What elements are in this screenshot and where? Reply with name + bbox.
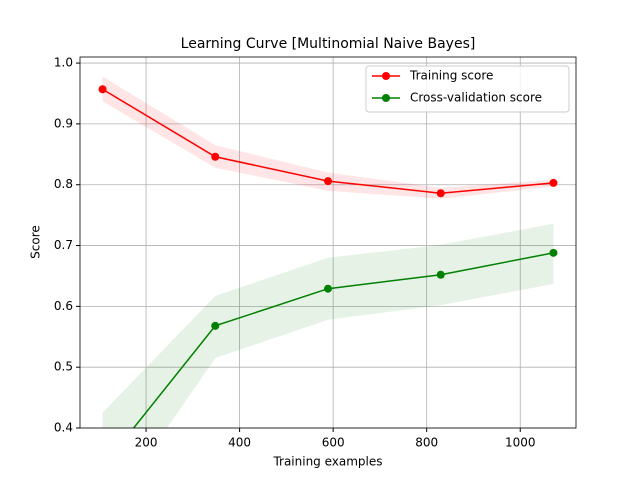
plot-area: [98, 76, 558, 471]
marker: [436, 270, 445, 279]
marker: [549, 178, 558, 187]
y-tick-label: 1.0: [54, 56, 73, 70]
legend-marker: [382, 94, 390, 102]
y-tick-label: 0.5: [54, 360, 73, 374]
marker: [211, 152, 220, 161]
marker: [324, 284, 332, 293]
x-axis-label: Training examples: [272, 455, 382, 469]
legend-label: Cross-validation score: [410, 91, 542, 105]
x-tick-label: 600: [322, 436, 345, 450]
x-tick-label: 400: [228, 436, 251, 450]
x-tick-label: 1000: [505, 436, 536, 450]
y-tick-label: 0.8: [54, 177, 73, 191]
y-axis-label: Score: [29, 225, 43, 259]
y-tick-label: 0.6: [54, 299, 73, 313]
legend: Training score Cross-validation score: [365, 65, 570, 113]
plot-frame: [79, 56, 577, 429]
marker: [549, 248, 558, 257]
marker: [99, 463, 107, 471]
marker: [436, 189, 445, 198]
legend-box: [365, 65, 570, 113]
marker: [211, 321, 220, 330]
legend-marker: [382, 72, 390, 80]
legend-label: Training score: [409, 69, 493, 83]
y-tick-label: 0.4: [54, 421, 73, 435]
marker: [98, 85, 107, 94]
chart-title: Learning Curve [Multinomial Naive Bayes]: [181, 36, 476, 52]
marker: [324, 177, 332, 186]
x-tick-label: 800: [415, 436, 438, 450]
y-tick-label: 0.7: [54, 238, 73, 252]
y-tick-label: 0.9: [54, 116, 73, 130]
x-tick-label: 200: [135, 436, 158, 450]
